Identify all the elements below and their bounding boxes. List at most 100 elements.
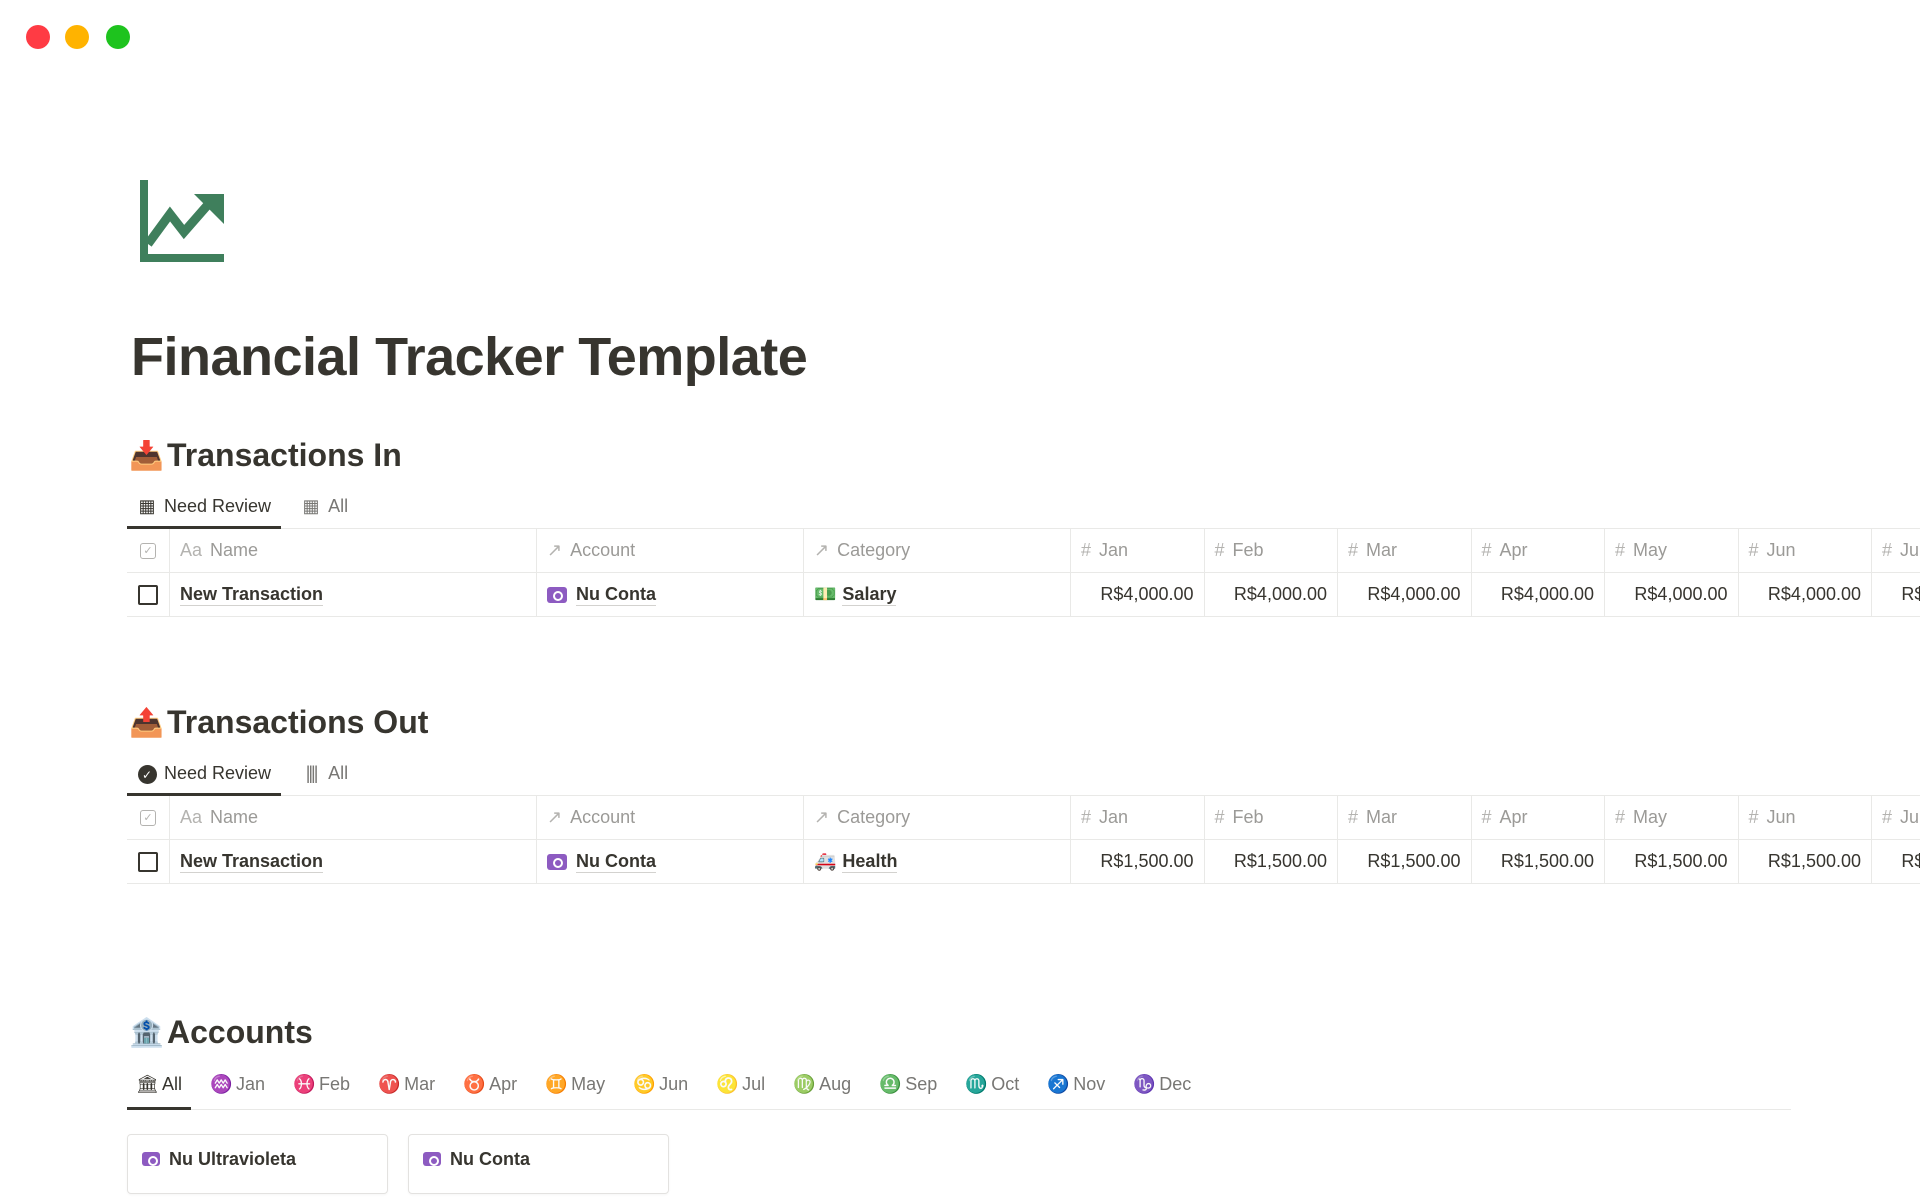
tab-sep[interactable]: ♎ Sep <box>879 1074 938 1094</box>
oct-view-icon: ♏ <box>965 1074 988 1094</box>
name-cell[interactable]: New Transaction <box>170 840 537 883</box>
column-header-name[interactable]: Aa Name <box>170 529 537 572</box>
apr-view-icon: ♉ <box>463 1074 486 1094</box>
number-hash-icon: # <box>1214 540 1225 560</box>
number-hash-icon: # <box>1348 540 1359 560</box>
relation-arrow-icon: ↗ <box>547 540 563 560</box>
amount-cell[interactable]: R$1,500.00 <box>1472 840 1605 883</box>
tab-all[interactable]: |||| All <box>291 752 358 795</box>
number-hash-icon: # <box>1882 807 1893 827</box>
column-header-jun[interactable]: # Jun <box>1739 796 1872 839</box>
transactions-in-section: 📥 Transactions In ▦ Need Review ▦ All ✓ Aa Na… <box>127 433 1920 617</box>
view-tabs: ✓ Need Review |||| All <box>127 752 1920 796</box>
amount-cell[interactable]: R$1,500.00 <box>1071 840 1205 883</box>
mar-view-icon: ♈ <box>378 1074 401 1094</box>
tab-jul[interactable]: ♌ Jul <box>716 1074 766 1094</box>
table-icon: ▦ <box>138 496 156 516</box>
tab-mar[interactable]: ♈ Mar <box>378 1074 436 1094</box>
tab-all[interactable]: ▦ All <box>302 496 349 516</box>
column-header-category[interactable]: ↗ Category <box>804 796 1071 839</box>
check-circle-icon: ✓ <box>137 763 157 785</box>
tab-jun[interactable]: ♋ Jun <box>633 1074 689 1094</box>
tab-may[interactable]: ♊ May <box>545 1074 606 1094</box>
barcode-icon: |||| <box>305 763 319 783</box>
category-cell[interactable]: 💵 Salary <box>804 573 1071 616</box>
table-row[interactable]: New Transaction Nu Conta 💵 Salary R$4,000.… <box>127 573 1920 617</box>
jun-view-icon: ♋ <box>633 1074 656 1094</box>
column-header-mar[interactable]: # Mar <box>1338 529 1472 572</box>
accounts-section: 🏦 Accounts 🏛 All ♒ Jan ♓ Feb ♈ Mar ♉ Apr ♊ May ♋ Jun ♌ J… <box>127 1010 1920 1110</box>
account-card[interactable]: Nu Conta <box>408 1134 669 1194</box>
account-cell[interactable]: Nu Conta <box>537 840 804 883</box>
row-checkbox[interactable] <box>127 840 170 883</box>
amount-cell[interactable]: R$4,000.00 <box>1472 573 1605 616</box>
page-title: Financial Tracker Template <box>131 327 808 387</box>
transactions-out-section: 📤 Transactions Out ✓ Need Review |||| All ✓ … <box>127 700 1920 884</box>
column-header-category[interactable]: ↗ Category <box>804 529 1071 572</box>
column-header-mar[interactable]: # Mar <box>1338 796 1472 839</box>
column-header-feb[interactable]: # Feb <box>1205 796 1338 839</box>
credit-card-icon <box>142 1152 160 1166</box>
amount-cell[interactable]: R$4,000.00 <box>1739 573 1872 616</box>
column-header-jul[interactable]: #Jul <box>1872 529 1920 572</box>
table-icon: ▦ <box>302 496 320 516</box>
column-header-jan[interactable]: # Jan <box>1071 796 1205 839</box>
chart-trending-up-icon <box>140 180 224 262</box>
column-header-feb[interactable]: # Feb <box>1205 529 1338 572</box>
column-header-may[interactable]: # May <box>1605 796 1739 839</box>
amount-cell[interactable]: R$4,000.00 <box>1205 573 1338 616</box>
select-all-checkbox[interactable]: ✓ <box>127 796 170 839</box>
database-table: ✓ Aa Name ↗ Account ↗ Category # Jan # Feb # Mar #… <box>127 796 1920 884</box>
window-minimize-button[interactable] <box>65 25 89 49</box>
select-all-checkbox[interactable]: ✓ <box>127 529 170 572</box>
amount-cell[interactable]: R$4,000.00 <box>1872 573 1920 616</box>
jan-view-icon: ♒ <box>210 1074 233 1094</box>
bank-account-icon <box>547 853 567 870</box>
amount-cell[interactable]: R$4,000.00 <box>1071 573 1205 616</box>
table-row[interactable]: New Transaction Nu Conta 🚑 Health R$1,500.… <box>127 840 1920 884</box>
tab-need-review[interactable]: ▦ Need Review <box>127 485 282 529</box>
amount-cell[interactable]: R$1,500.00 <box>1739 840 1872 883</box>
column-header-apr[interactable]: # Apr <box>1472 796 1605 839</box>
amount-cell[interactable]: R$1,500.00 <box>1205 840 1338 883</box>
tab-dec[interactable]: ♑ Dec <box>1133 1074 1192 1094</box>
category-emoji-icon: 💵 <box>814 584 837 604</box>
window-close-button[interactable] <box>26 25 50 49</box>
number-hash-icon: # <box>1214 807 1225 827</box>
tab-apr[interactable]: ♉ Apr <box>463 1074 518 1094</box>
column-header-jan[interactable]: # Jan <box>1071 529 1205 572</box>
column-header-jul[interactable]: #Jul <box>1872 796 1920 839</box>
window-maximize-button[interactable] <box>106 25 130 49</box>
tab-oct[interactable]: ♏ Oct <box>965 1074 1020 1094</box>
number-hash-icon: # <box>1081 807 1092 827</box>
section-heading: 📤 Transactions Out <box>129 703 429 740</box>
row-checkbox[interactable] <box>127 573 170 616</box>
dec-view-icon: ♑ <box>1133 1074 1156 1094</box>
amount-cell[interactable]: R$1,500.00 <box>1872 840 1920 883</box>
account-cell[interactable]: Nu Conta <box>537 573 804 616</box>
column-header-apr[interactable]: # Apr <box>1472 529 1605 572</box>
tab-need-review[interactable]: ✓ Need Review <box>127 752 282 796</box>
section-heading: 📥 Transactions In <box>129 436 402 473</box>
amount-cell[interactable]: R$1,500.00 <box>1605 840 1739 883</box>
tab-jan[interactable]: ♒ Jan <box>210 1074 266 1094</box>
aug-view-icon: ♍ <box>793 1074 816 1094</box>
column-header-name[interactable]: Aa Name <box>170 796 537 839</box>
account-card[interactable]: Nu Ultravioleta <box>127 1134 388 1194</box>
column-header-account[interactable]: ↗ Account <box>537 796 804 839</box>
all-view-icon: 🏛 <box>136 1074 159 1094</box>
amount-cell[interactable]: R$4,000.00 <box>1338 573 1472 616</box>
table-header: ✓ Aa Name ↗ Account ↗ Category # Jan # Feb # Mar #… <box>127 796 1920 840</box>
column-header-account[interactable]: ↗ Account <box>537 529 804 572</box>
name-cell[interactable]: New Transaction <box>170 573 537 616</box>
amount-cell[interactable]: R$4,000.00 <box>1605 573 1739 616</box>
tab-all[interactable]: 🏛 All <box>127 1060 192 1110</box>
column-header-jun[interactable]: # Jun <box>1739 529 1872 572</box>
column-header-may[interactable]: # May <box>1605 529 1739 572</box>
amount-cell[interactable]: R$1,500.00 <box>1338 840 1472 883</box>
tab-aug[interactable]: ♍ Aug <box>793 1074 852 1094</box>
accounts-view-tabs: 🏛 All ♒ Jan ♓ Feb ♈ Mar ♉ Apr ♊ May ♋ Jun ♌ Jul ♍ Aug ♎ Sep… <box>127 1060 1791 1110</box>
tab-nov[interactable]: ♐ Nov <box>1047 1074 1106 1094</box>
category-cell[interactable]: 🚑 Health <box>804 840 1071 883</box>
tab-feb[interactable]: ♓ Feb <box>293 1074 351 1094</box>
